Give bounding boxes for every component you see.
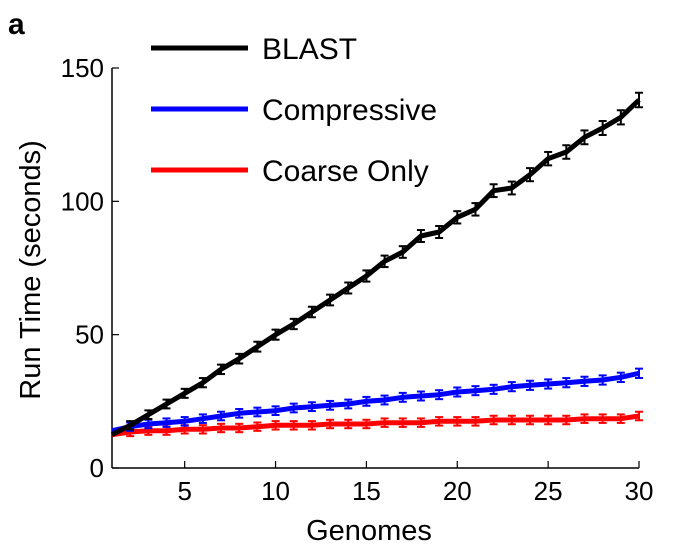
series-line-blast <box>110 98 641 437</box>
x-tick-label: 30 <box>625 476 654 506</box>
x-tick-label: 5 <box>177 476 191 506</box>
legend-label-compressive: Compressive <box>262 94 437 127</box>
tick-labels: 5 10 15 20 25 30 0 50 100 150 <box>61 53 654 506</box>
x-tick-label: 25 <box>534 476 563 506</box>
legend-label-coarse-only: Coarse Only <box>262 155 429 188</box>
panel-label: a <box>8 8 25 41</box>
axes <box>111 67 640 469</box>
y-tick-label: 50 <box>75 320 104 350</box>
y-tick-label: 0 <box>90 453 104 483</box>
y-tick-label: 100 <box>61 186 104 216</box>
x-tick-label: 20 <box>443 476 472 506</box>
x-tick-label: 10 <box>261 476 290 506</box>
y-tick-label: 150 <box>61 53 104 83</box>
series-line-coarse-only <box>111 413 640 438</box>
series-line-compressive <box>111 370 640 434</box>
legend-label-blast: BLAST <box>262 33 357 66</box>
y-axis-label: Run Time (seconds) <box>15 140 47 400</box>
series-layer <box>110 91 643 438</box>
legend: BLAST Compressive Coarse Only <box>151 33 437 188</box>
x-tick-label: 15 <box>352 476 381 506</box>
x-axis-label: Genomes <box>306 515 432 547</box>
